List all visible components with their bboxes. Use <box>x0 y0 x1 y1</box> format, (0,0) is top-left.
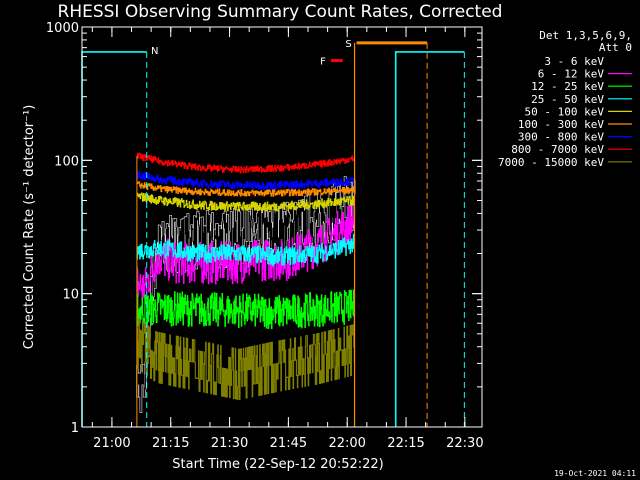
series-line-5 <box>136 181 355 197</box>
series-line-7 <box>136 152 355 174</box>
plot-frame <box>81 26 483 428</box>
axes: 1 10 100 1000 21:00 21:15 21:30 21:45 22:00 22:15… <box>46 21 484 451</box>
x-tick-label: 21:30 <box>211 436 248 451</box>
series-line-4 <box>136 192 355 212</box>
series-line-3 <box>136 233 355 266</box>
flag-f-label: F <box>320 57 326 68</box>
legend-entry-label: 7000 - 15000 keV <box>498 156 604 169</box>
y-tick-label: 1 <box>71 421 79 436</box>
footer-date: 19-Oct-2021 04:11 <box>554 469 636 478</box>
y-tick-label: 1000 <box>46 21 79 36</box>
flag-n-line-right <box>394 51 465 427</box>
legend-entry-label: 6 - 12 keV <box>538 68 605 81</box>
chart-title: RHESSI Observing Summary Count Rates, Co… <box>58 2 503 22</box>
x-tick-label: 22:00 <box>328 436 365 451</box>
legend-entry-label: 300 - 800 keV <box>518 131 604 144</box>
x-tick-label: 21:15 <box>152 436 189 451</box>
legend-entry-label: 50 - 100 keV <box>525 105 605 118</box>
legend-header-line1: Det 1,3,5,6,9, <box>539 29 632 42</box>
legend-entry-label: 25 - 50 keV <box>531 93 604 106</box>
x-tick-label: 22:15 <box>387 436 424 451</box>
y-tick-label: 100 <box>54 154 79 169</box>
flag-n-label: N <box>151 46 158 57</box>
x-tick-label: 22:30 <box>446 436 483 451</box>
y-tick-label: 10 <box>62 288 79 303</box>
series-line-2 <box>136 289 355 329</box>
legend-entry-label: 800 - 7000 keV <box>511 143 604 156</box>
x-axis-label: Start Time (22-Sep-12 20:52:22) <box>172 457 383 472</box>
legend-header-line2: Att 0 <box>599 41 632 54</box>
plot-area: N S F <box>81 39 465 427</box>
series-line-6 <box>136 170 355 190</box>
x-tick-label: 21:00 <box>93 436 130 451</box>
series-line-8 <box>136 318 355 401</box>
legend-entry-label: 12 - 25 keV <box>531 80 604 93</box>
legend-entry-label: 100 - 300 keV <box>518 118 604 131</box>
legend-entry-label: 3 - 6 keV <box>544 55 604 68</box>
flag-s-label: S <box>345 39 351 50</box>
x-tick-label: 21:45 <box>270 436 307 451</box>
y-axis-label: Corrected Count Rate (s⁻¹ detector⁻¹) <box>22 105 37 350</box>
